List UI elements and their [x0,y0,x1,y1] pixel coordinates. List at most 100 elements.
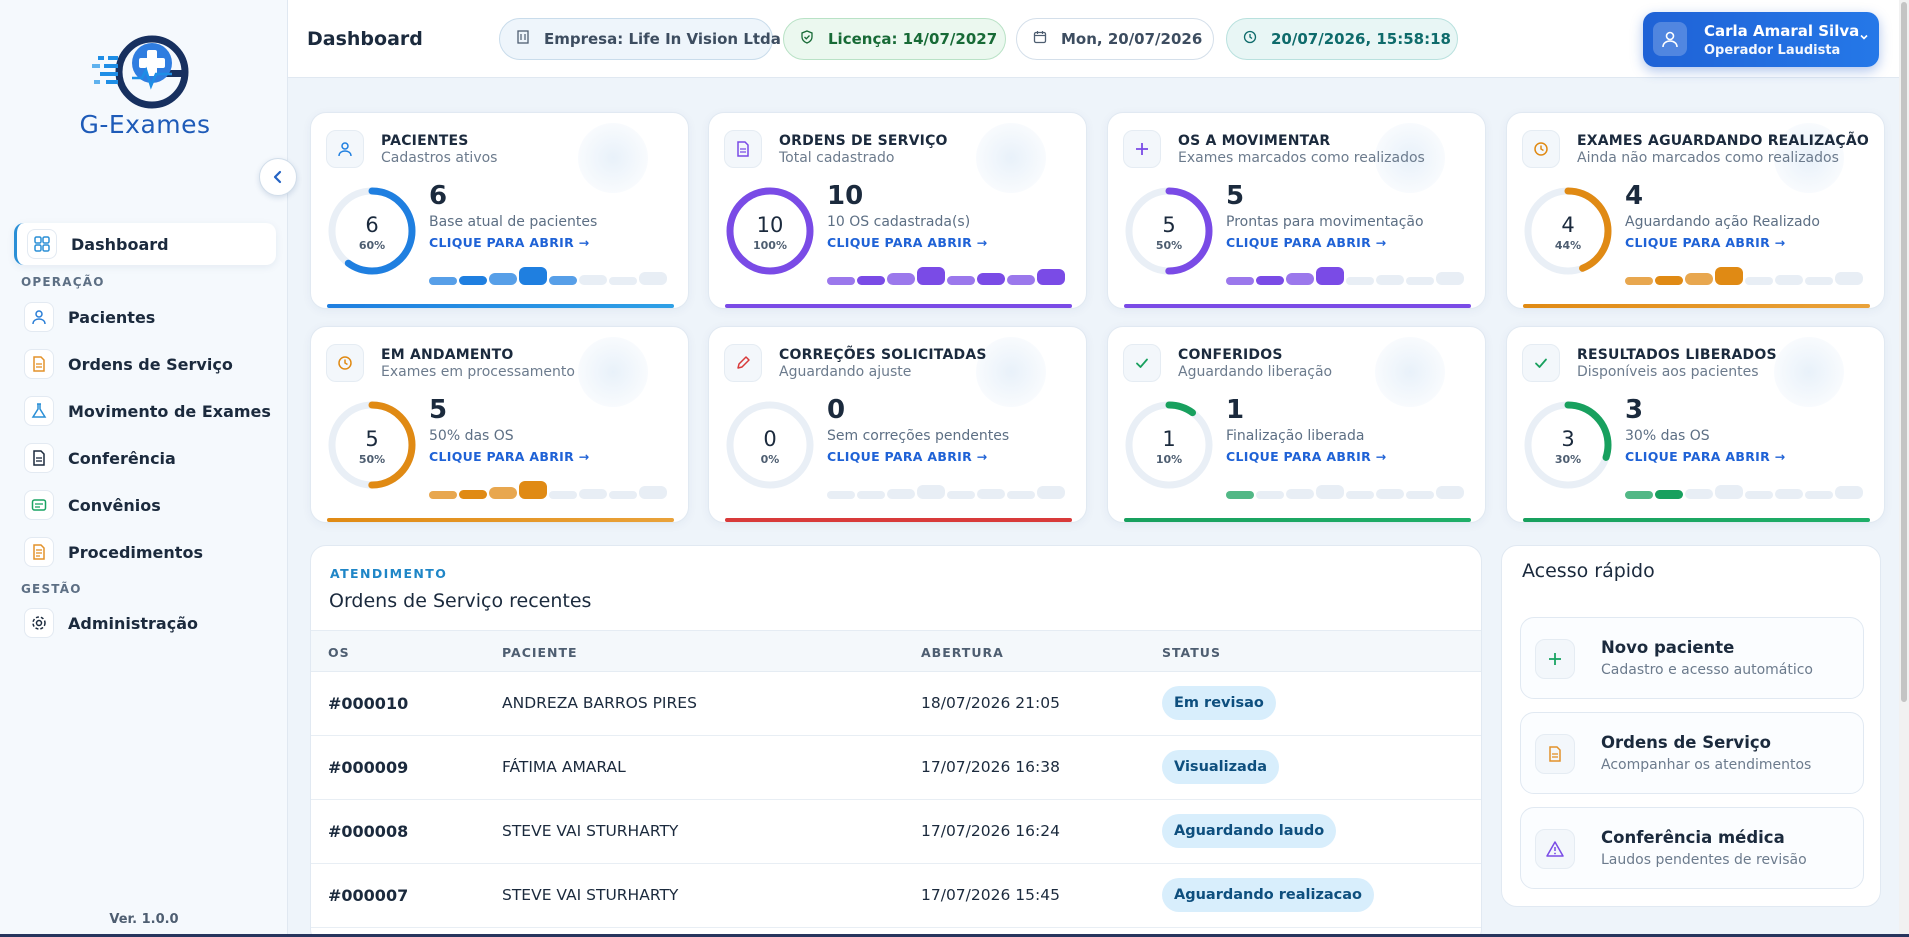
progress-ring [726,187,814,275]
collapse-sidebar-button[interactable] [259,158,297,196]
sidebar-item-movimento[interactable]: Movimento de Exames [14,390,276,432]
open-link[interactable]: CLIQUE PARA ABRIR → [429,449,590,464]
spark-bar [1286,273,1314,285]
quick-item-title: Novo paciente [1601,638,1735,657]
spark-bar [1256,491,1284,499]
stat-card-corre-es-solicitadas[interactable]: CORREÇÕES SOLICITADAS Aguardando ajuste … [708,326,1087,523]
sidebar-item-label: Administração [68,613,198,633]
spark-bar [977,273,1005,285]
spark-bar [1625,491,1653,499]
spark-bar [1376,275,1404,285]
spark-bar [549,276,577,285]
ring-value: 5 [365,427,379,451]
card-title: EM ANDAMENTO [381,347,514,363]
card-glow [1375,337,1445,407]
sidebar-item-ordens[interactable]: Ordens de Serviço [14,343,276,385]
spark-bar [1226,277,1254,285]
quick-medical-review-button[interactable]: Conferência médica Laudos pendentes de r… [1520,807,1864,889]
stat-card-resultados-liberados[interactable]: RESULTADOS LIBERADOS Disponíveis aos pac… [1506,326,1885,523]
open-link[interactable]: CLIQUE PARA ABRIR → [827,235,988,250]
calendar-icon [1033,30,1047,48]
card-subtitle: Cadastros ativos [381,150,498,166]
document-icon [724,130,762,168]
check-icon [1123,344,1161,382]
open-link[interactable]: CLIQUE PARA ABRIR → [827,449,988,464]
stat-card-exames-aguardando-realiza-o[interactable]: EXAMES AGUARDANDO REALIZAÇÃO Ainda não m… [1506,112,1885,309]
spark-bar [1685,489,1713,499]
page-scrollbar[interactable] [1899,0,1909,937]
sidebar-item-pacientes[interactable]: Pacientes [14,296,276,338]
table-row[interactable]: #000008 STEVE VAI STURHARTY 17/07/2026 1… [311,800,1481,864]
status-badge: Aguardando laudo [1162,814,1337,848]
spark-bar [459,276,487,285]
sidebar-item-label: Procedimentos [68,542,203,562]
spark-bar [519,481,547,499]
sidebar-item-conferencia[interactable]: Conferência [14,437,276,479]
ring-percent: 0% [760,453,780,466]
sidebar-item-administracao[interactable]: Administração [14,602,276,644]
spark-bar [1007,275,1035,285]
progress-ring [328,187,416,275]
spark-bar [887,489,915,499]
stat-card-ordens-de-servi-o[interactable]: ORDENS DE SERVIÇO Total cadastrado 10 10… [708,112,1087,309]
sidebar-item-convenios[interactable]: Convênios [14,484,276,526]
spark-bar [1625,277,1653,285]
card-accent-bar [725,518,1072,522]
ring-percent: 50% [1155,239,1183,252]
card-description: Prontas para movimentação [1226,214,1424,230]
scrollbar-thumb[interactable] [1901,2,1907,702]
stat-card-em-andamento[interactable]: EM ANDAMENTO Exames em processamento 5 5… [310,326,689,523]
logo-text: G-Exames [79,110,211,139]
spark-bar [489,273,517,285]
open-link[interactable]: CLIQUE PARA ABRIR → [1226,449,1387,464]
card-glow [1774,123,1844,193]
spark-bar [1007,491,1035,499]
quick-service-orders-button[interactable]: Ordens de Serviço Acompanhar os atendime… [1520,712,1864,794]
sidebar: G-Exames Dashboard OPERAÇÃO Pacientes Or… [0,0,288,937]
card-title: EXAMES AGUARDANDO REALIZAÇÃO [1577,133,1869,149]
nav-section-gestao: GESTÃO [21,582,82,596]
table-row[interactable]: #000007 STEVE VAI STURHARTY 17/07/2026 1… [311,864,1481,928]
column-header-os: OS [328,645,350,660]
page-title: Dashboard [307,28,423,50]
sidebar-item-label: Dashboard [71,234,169,254]
open-link[interactable]: CLIQUE PARA ABRIR → [1226,235,1387,250]
user-menu-button[interactable]: Carla Amaral Silva Operador Laudista [1643,12,1879,67]
ring-value: 10 [756,213,784,237]
open-link[interactable]: CLIQUE PARA ABRIR → [1625,449,1786,464]
sidebar-item-label: Movimento de Exames [68,401,271,421]
spark-bar [1775,489,1803,499]
open-link[interactable]: CLIQUE PARA ABRIR → [429,235,590,250]
card-title: CORREÇÕES SOLICITADAS [779,347,987,363]
stat-card-conferidos[interactable]: CONFERIDOS Aguardando liberação 1 10% 1 … [1107,326,1486,523]
chevron-down-icon [1859,32,1869,45]
pencil-icon [724,344,762,382]
card-value: 10 [827,181,864,211]
sparkline [1226,261,1466,285]
sidebar-item-procedimentos[interactable]: Procedimentos [14,531,276,573]
open-link[interactable]: CLIQUE PARA ABRIR → [1625,235,1786,250]
quick-new-patient-button[interactable]: Novo paciente Cadastro e acesso automáti… [1520,617,1864,699]
spark-bar [549,491,577,499]
table-row[interactable]: #000009 FÁTIMA AMARAL 17/07/2026 16:38 V… [311,736,1481,800]
card-description: Sem correções pendentes [827,428,1010,444]
table-row[interactable]: #000010 ANDREZA BARROS PIRES 18/07/2026 … [311,672,1481,736]
spark-bar [639,272,667,285]
stat-card-os-a-movimentar[interactable]: OS A MOVIMENTAR Exames marcados como rea… [1107,112,1486,309]
stat-card-pacientes[interactable]: PACIENTES Cadastros ativos 6 60% 6 Base … [310,112,689,309]
sidebar-item-dashboard[interactable]: Dashboard [14,223,276,265]
card-glow [976,123,1046,193]
ring-percent: 60% [358,239,386,252]
spark-bar [947,491,975,499]
card-subtitle: Total cadastrado [779,150,895,166]
patient-name: ANDREZA BARROS PIRES [502,694,697,712]
card-title: ORDENS DE SERVIÇO [779,133,948,149]
spark-bar [1715,267,1743,285]
app-logo[interactable]: G-Exames [70,30,220,140]
plus-icon [1123,130,1161,168]
progress-ring [1524,401,1612,489]
card-glow [976,337,1046,407]
spark-bar [429,491,457,499]
sparkline [1625,475,1865,499]
os-number: #000007 [328,886,409,905]
